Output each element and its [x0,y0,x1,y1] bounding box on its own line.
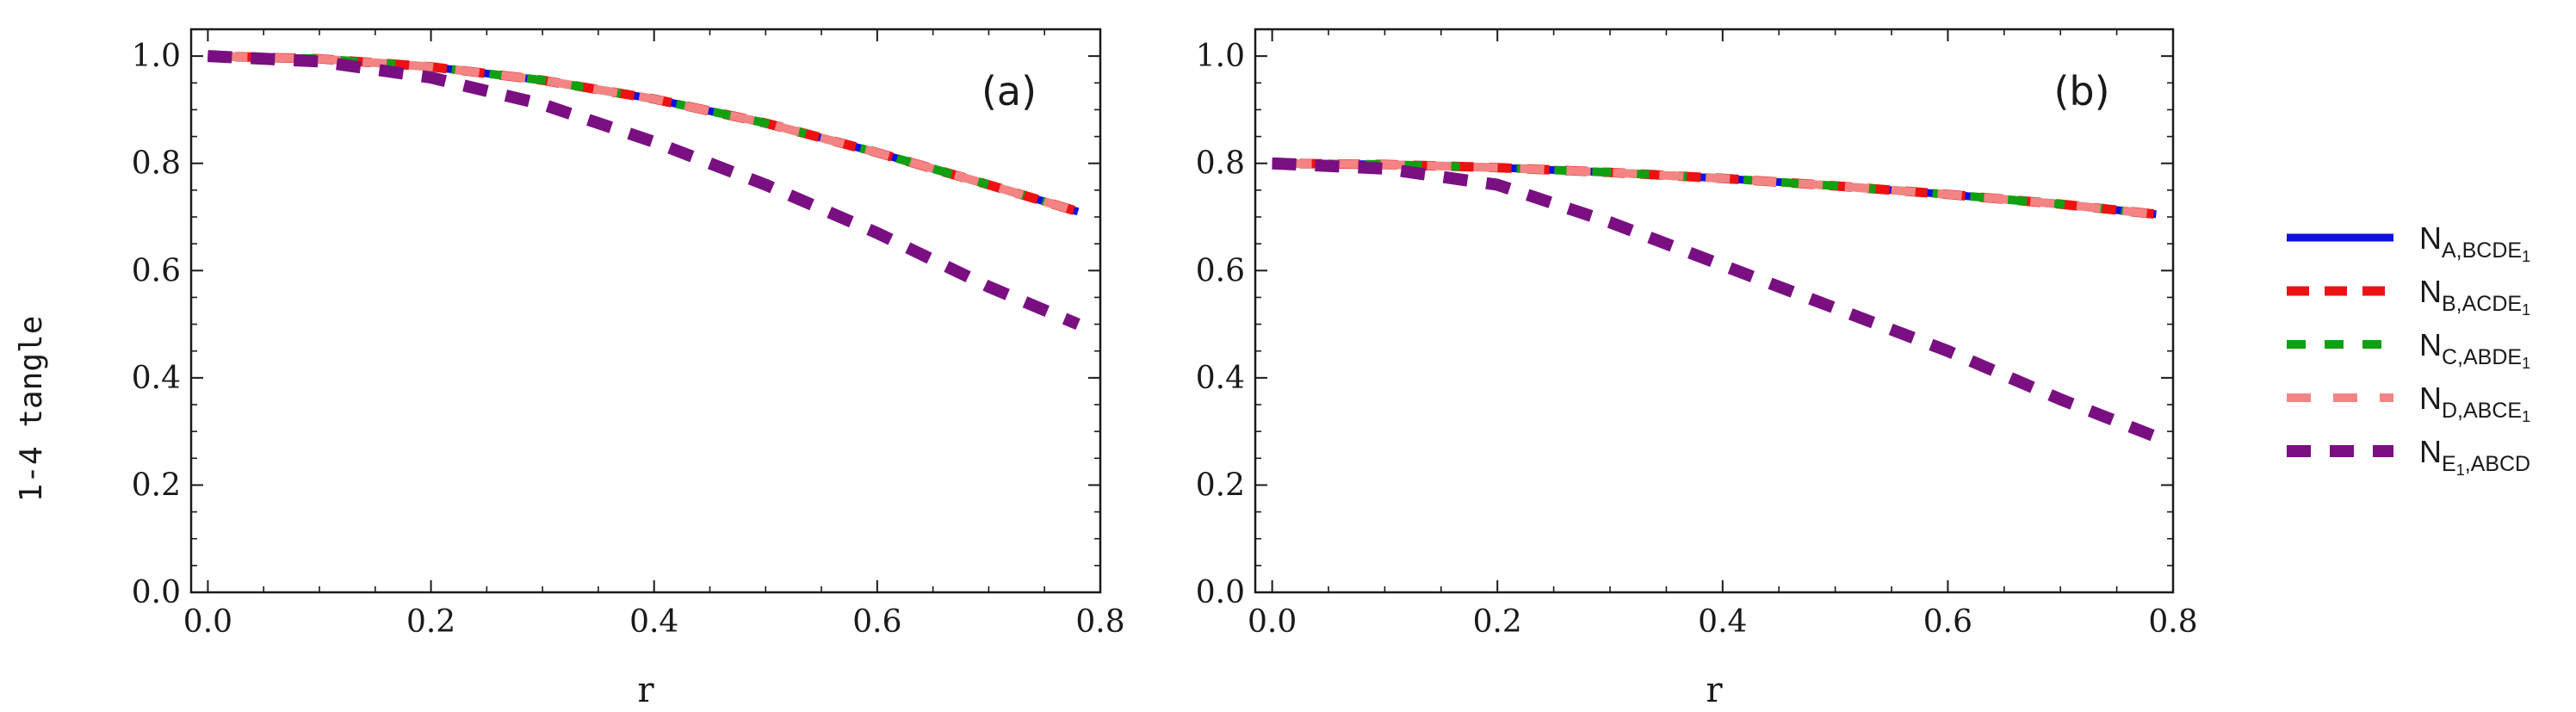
legend-base: N [2419,220,2442,256]
y-tick-label: 0.8 [132,146,181,182]
y-tick-label: 0.0 [132,575,181,610]
x-tick-label: 0.8 [2148,604,2197,640]
legend-subscript: C,ABDE [2442,345,2522,369]
legend-subscript: E [2442,452,2456,476]
legend-subscript: A,BCDE [2442,238,2522,263]
legend-label: ND,ABCE1 [2419,381,2530,425]
plot-frame [1254,28,2175,594]
y-tick-label: 0.8 [1196,146,1245,182]
x-axis-label: r [1706,671,1723,710]
legend-label: NE1,ABCD [2419,434,2530,479]
x-tick-label: 0.8 [1075,604,1124,640]
panel-b: 0.0 0.2 0.4 0.6 0.8 0.0 0.2 0.4 0.6 0.8 1.0 r (b) [1196,28,2198,710]
x-tick-label: 0.0 [183,604,232,640]
y-tick-label: 0.2 [132,467,181,503]
legend-base: N [2419,434,2442,469]
x-tick-label: 0.2 [406,604,455,640]
y-tick-label: 0.4 [1196,361,1245,396]
legend-subsubscript: 1 [2522,355,2530,372]
x-tick-label: 0.4 [1698,604,1747,640]
x-tick-label: 0.4 [629,604,678,640]
legend-subscript-tail: ,ABCD [2465,452,2530,476]
x-tick-label: 0.2 [1473,604,1522,640]
legend-base: N [2419,274,2442,309]
legend-subsubscript: 1 [2522,408,2530,425]
y-axis-label: 1-4 tangle [14,316,49,503]
y-tick-label: 0.2 [1196,467,1245,503]
panel-label: (a) [981,68,1037,115]
legend-subscript: B,ACDE [2442,292,2522,316]
y-tick-label: 0.0 [1196,575,1245,610]
y-tick-label: 0.6 [132,253,181,288]
series-line-e [207,50,1081,331]
y-tick-label: 0.4 [132,361,181,396]
legend-subscript: D,ABCE [2442,399,2522,423]
series-line-d [207,52,1080,216]
x-tick-label: 0.6 [1923,604,1972,640]
panel-a: 0.0 0.2 0.4 0.6 0.8 0.0 0.2 0.4 0.6 0.8 1.0 r (a) [132,28,1125,710]
legend-subsubscript: 1 [2522,301,2530,319]
legend-base: N [2419,327,2442,362]
legend-base: N [2419,381,2442,416]
series-line-d [1272,158,2157,219]
legend-label: NC,ABDE1 [2419,327,2530,372]
y-tick-label: 1.0 [132,39,181,74]
plot-frame [189,28,1102,594]
legend-subsubscript: 1 [2522,248,2530,265]
legend-label: NB,ACDE1 [2419,274,2530,319]
series-line-e [1272,157,2158,443]
y-tick-label: 0.6 [1196,253,1245,288]
x-axis-label: r [637,671,654,710]
legend-subsubscript: 1 [2456,461,2465,479]
panel-label: (b) [2053,68,2109,115]
y-tick-label: 1.0 [1196,39,1245,74]
legend-label: NA,BCDE1 [2419,220,2530,265]
x-tick-label: 0.6 [852,604,901,640]
x-tick-label: 0.0 [1248,604,1297,640]
